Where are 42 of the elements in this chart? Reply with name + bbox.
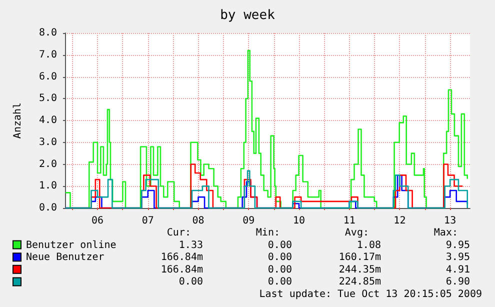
y-tick-label: 6.0 — [38, 71, 57, 82]
legend-label: Benutzer online — [26, 240, 116, 251]
x-tick-label: 06 — [92, 216, 104, 226]
y-tick-label: 8.0 — [38, 28, 57, 38]
text: Cur: — [166, 228, 191, 238]
y-axis-title: Anzahl — [12, 102, 24, 139]
y-tick-label: 7.0 — [38, 49, 57, 60]
y-tick-label: 2.0 — [38, 158, 57, 170]
y-tick-label: 4.0 — [38, 115, 57, 126]
text: Avg: — [344, 228, 369, 238]
text: 6.90 — [446, 276, 470, 288]
x-tick-label: 13 — [444, 216, 456, 226]
text: 224.85m — [338, 276, 381, 288]
y-tick-label: 3.0 — [38, 136, 57, 148]
text: 244.35m — [338, 264, 381, 276]
text: 0.00 — [268, 252, 292, 264]
x-tick-label: 11 — [343, 216, 356, 226]
text: 1.33 — [178, 240, 203, 251]
x-tick-label: 10 — [292, 216, 305, 226]
x-tick-label: 08 — [192, 216, 204, 226]
y-tick-label: 0.0 — [38, 202, 57, 214]
text: 0.00 — [178, 276, 203, 288]
x-tick-label: 12 — [394, 216, 406, 226]
text: 1.08 — [356, 240, 381, 251]
text: 166.84m — [160, 252, 203, 264]
chart-title: by week — [220, 8, 276, 23]
text: 0.00 — [268, 264, 292, 276]
text: 9.95 — [446, 240, 470, 251]
legend-label: Neue Benutzer — [26, 252, 104, 264]
text: Min: — [256, 228, 280, 238]
text: 166.84m — [160, 264, 203, 276]
text: 160.17m — [338, 252, 381, 264]
x-tick-label: 07 — [142, 216, 154, 226]
x-tick-label: 09 — [242, 216, 255, 226]
text: 3.95 — [446, 252, 470, 264]
y-tick-label: 5.0 — [38, 93, 57, 104]
text: 0.00 — [268, 276, 292, 288]
text: Last update: Tue Oct 13 20:15:05 2009 — [259, 289, 482, 300]
y-tick-label: 1.0 — [38, 180, 57, 192]
text: 0.00 — [268, 240, 292, 251]
text: Max: — [434, 228, 458, 238]
text: 4.91 — [446, 264, 470, 276]
